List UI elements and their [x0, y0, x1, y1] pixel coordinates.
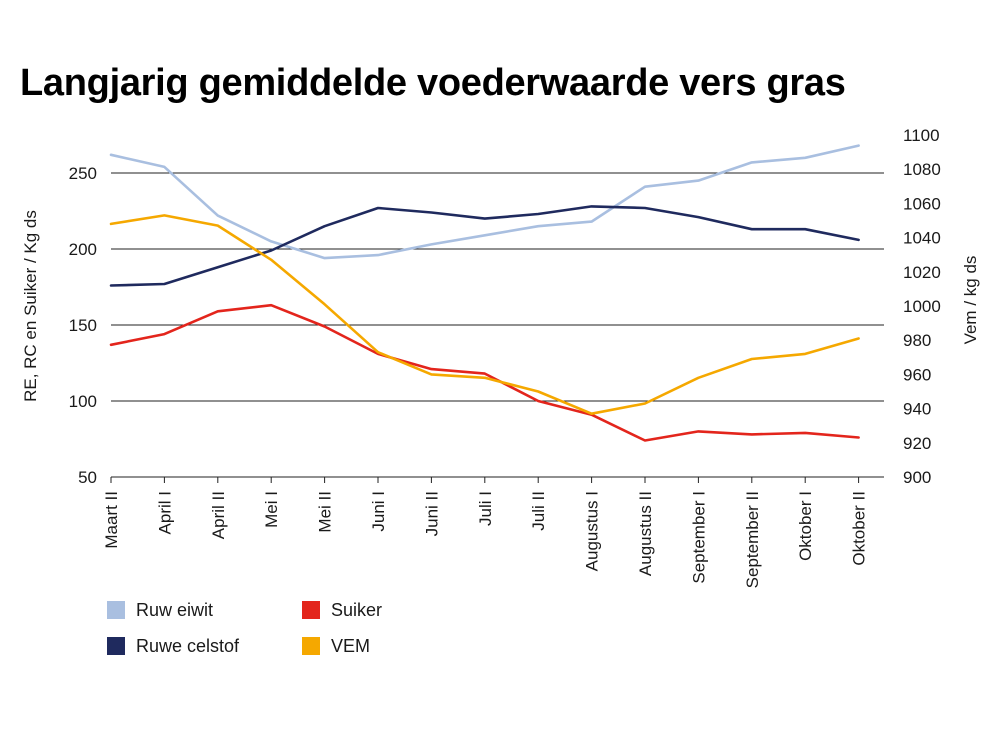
right-tick-label: 1040	[903, 229, 941, 248]
x-tick-label: Juni I	[369, 491, 388, 532]
series-line-ruw-eiwit	[109, 144, 860, 260]
right-tick-label: 1000	[903, 297, 941, 316]
left-tick-label: 250	[69, 164, 97, 183]
legend-label: Suiker	[331, 600, 382, 620]
legend-swatch	[302, 637, 320, 655]
axes	[110, 476, 884, 483]
x-tick-label: Mei I	[262, 491, 281, 528]
right-axis-ticks: 900 920 940 960 980 1000 1020 1040 1060 1080 1100	[903, 126, 941, 487]
x-tick-label: Juni II	[422, 491, 441, 536]
x-tick-label: Oktober I	[796, 491, 815, 561]
right-tick-label: 1020	[903, 263, 941, 282]
legend-swatch	[302, 601, 320, 619]
x-tick-label: Juli II	[529, 491, 548, 531]
legend-swatch	[107, 601, 125, 619]
x-tick-label: September I	[689, 491, 708, 584]
left-tick-label: 200	[69, 240, 97, 259]
right-axis-label: Vem / kg ds	[961, 256, 980, 345]
right-tick-label: 1080	[903, 160, 941, 179]
x-tick-label: April I	[155, 491, 174, 534]
right-tick-label: 940	[903, 400, 931, 419]
right-tick-label: 920	[903, 434, 931, 453]
right-tick-label: 900	[903, 468, 931, 487]
series-lines	[109, 144, 860, 442]
legend: Ruw eiwit Suiker Ruwe celstof VEM	[107, 600, 382, 656]
legend-swatch	[107, 637, 125, 655]
x-tick-label: April II	[209, 491, 228, 539]
right-tick-label: 980	[903, 331, 931, 350]
left-tick-label: 150	[69, 316, 97, 335]
x-tick-label: Augustus II	[636, 491, 655, 576]
right-tick-label: 1060	[903, 194, 941, 213]
legend-label: VEM	[331, 636, 370, 656]
gridlines	[111, 172, 884, 402]
legend-label: Ruw eiwit	[136, 600, 213, 620]
series-line-vem	[109, 214, 860, 416]
series-line-suiker	[109, 303, 860, 442]
x-tick-label: Maart II	[102, 491, 121, 549]
legend-label: Ruwe celstof	[136, 636, 240, 656]
x-tick-label: Augustus I	[583, 491, 602, 571]
left-axis-ticks: 50 100 150 200 250	[69, 164, 97, 487]
x-tick-label: September II	[743, 491, 762, 588]
left-axis-label: RE, RC en Suiker / Kg ds	[21, 210, 40, 402]
left-tick-label: 100	[69, 392, 97, 411]
chart-title: Langjarig gemiddelde voederwaarde vers g…	[20, 62, 846, 104]
series-line-ruwe-celstof	[109, 205, 860, 287]
x-tick-label: Juli I	[476, 491, 495, 526]
x-tick-label: Oktober II	[850, 491, 869, 566]
x-tick-label: Mei II	[316, 491, 335, 533]
x-axis-ticks: Maart II April I April II Mei I Mei II Juni I…	[102, 491, 869, 588]
right-tick-label: 960	[903, 365, 931, 384]
left-tick-label: 50	[78, 468, 97, 487]
right-tick-label: 1100	[903, 126, 940, 145]
